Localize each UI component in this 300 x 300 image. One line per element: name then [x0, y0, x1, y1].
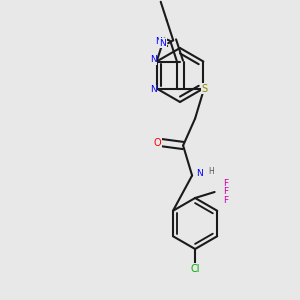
Text: N: N — [150, 56, 156, 64]
Text: F: F — [224, 196, 229, 206]
Text: N: N — [196, 169, 203, 178]
Text: N: N — [150, 85, 156, 94]
Text: F: F — [224, 188, 229, 196]
Text: N: N — [159, 39, 166, 48]
Text: F: F — [224, 178, 229, 188]
Text: H: H — [208, 167, 214, 176]
Text: S: S — [201, 83, 207, 94]
Text: Cl: Cl — [190, 263, 200, 274]
Text: O: O — [154, 137, 161, 148]
Text: N: N — [155, 37, 162, 46]
